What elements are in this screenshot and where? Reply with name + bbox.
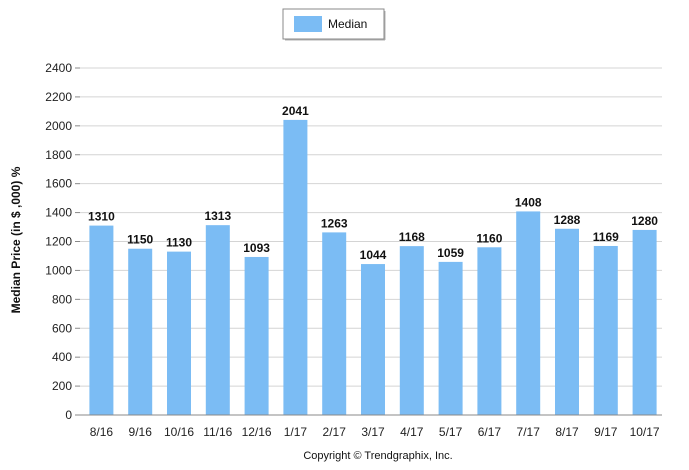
bar-1-17 [283, 119, 308, 415]
y-tick-label-2400: 2400 [45, 61, 72, 75]
data-label-5-17: 1059 [437, 246, 464, 260]
x-axis-ticks: 8/16 9/16 10/16 11/16 12/16 1/17 2/17 3/17 4/17 5… [90, 425, 660, 439]
x-tick-label-7-17: 7/17 [517, 425, 541, 439]
copyright-text: Copyright © Trendgraphix, Inc. [303, 450, 452, 462]
data-label-8-17: 1288 [554, 213, 581, 227]
y-tick-label-2200: 2200 [45, 90, 72, 104]
bar-2-17 [322, 232, 347, 415]
data-label-9-17: 1169 [593, 230, 619, 244]
x-tick-label-1-17: 1/17 [284, 425, 308, 439]
y-tick-label-1800: 1800 [45, 148, 72, 162]
x-tick-label-8-17: 8/17 [555, 425, 579, 439]
bar-9-16 [128, 248, 153, 415]
y-tick-label-1600: 1600 [45, 177, 72, 191]
y-axis-ticks: 0 200 400 600 800 1000 1200 1400 1600 1800 2000 220… [45, 61, 80, 422]
x-tick-label-10-16: 10/16 [164, 425, 194, 439]
bar-4-17 [399, 246, 424, 415]
data-label-9-16: 1150 [127, 233, 153, 247]
y-tick-label-1200: 1200 [45, 235, 72, 249]
x-tick-label-9-16: 9/16 [129, 425, 153, 439]
y-tick-label-0: 0 [65, 408, 72, 422]
data-label-3-17: 1044 [360, 248, 387, 262]
y-tick-label-1400: 1400 [45, 206, 72, 220]
bars [89, 119, 657, 415]
y-tick-label-400: 400 [52, 350, 72, 364]
x-tick-label-2-17: 2/17 [323, 425, 347, 439]
y-tick-label-2000: 2000 [45, 119, 72, 133]
bar-9-17 [593, 245, 618, 415]
y-tick-label-800: 800 [52, 292, 72, 306]
data-label-11-16: 1313 [204, 209, 231, 223]
x-tick-label-9-17: 9/17 [594, 425, 618, 439]
bar-6-17 [477, 247, 502, 415]
bar-10-16 [167, 251, 191, 415]
data-label-1-17: 2041 [282, 104, 309, 118]
x-tick-label-6-17: 6/17 [478, 425, 502, 439]
x-tick-label-5-17: 5/17 [439, 425, 463, 439]
data-label-4-17: 1168 [399, 230, 425, 244]
x-tick-label-8-16: 8/16 [90, 425, 114, 439]
data-label-10-17: 1280 [631, 214, 658, 228]
bar-8-17 [555, 228, 579, 415]
bar-11-16 [205, 225, 230, 415]
legend-swatch-median [294, 16, 322, 32]
x-tick-label-12-16: 12/16 [242, 425, 272, 439]
bar-3-17 [361, 264, 385, 415]
bar-10-17 [632, 229, 657, 415]
x-tick-label-4-17: 4/17 [400, 425, 424, 439]
y-tick-label-200: 200 [52, 379, 72, 393]
data-labels: 1310 1150 1130 1313 1093 2041 1263 1044 1168 1059… [88, 104, 658, 262]
x-tick-label-11-16: 11/16 [203, 425, 232, 439]
data-label-12-16: 1093 [243, 241, 270, 255]
legend-label-median: Median [328, 17, 367, 31]
data-label-2-17: 1263 [321, 216, 348, 230]
legend: Median [282, 8, 386, 41]
y-tick-label-1000: 1000 [45, 263, 72, 277]
x-tick-label-10-17: 10/17 [630, 425, 660, 439]
bar-12-16 [244, 256, 269, 415]
y-tick-label-600: 600 [52, 321, 72, 335]
data-label-7-17: 1408 [515, 195, 542, 209]
data-label-6-17: 1160 [476, 231, 502, 245]
data-label-8-16: 1310 [88, 210, 115, 224]
bar-7-17 [516, 211, 541, 415]
bar-8-16 [89, 225, 114, 415]
y-axis-title: Median Price (in $ ,000) % [9, 166, 23, 313]
x-tick-label-3-17: 3/17 [361, 425, 385, 439]
data-label-10-16: 1130 [166, 236, 192, 250]
bar-5-17 [438, 261, 463, 415]
